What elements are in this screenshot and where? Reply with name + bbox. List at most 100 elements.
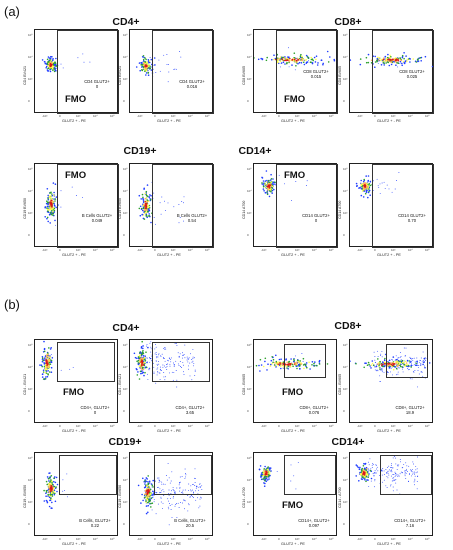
event-dot [144, 355, 146, 357]
event-dot [365, 56, 368, 59]
event-dot [55, 206, 57, 209]
event-dot [142, 200, 145, 202]
event-dot [361, 478, 363, 481]
event-dot [144, 483, 146, 485]
y-tick-label: 10⁵ [247, 343, 252, 347]
event-dot [159, 202, 161, 204]
event-dot [153, 366, 155, 368]
x-tick-label: 10⁴ [312, 248, 317, 252]
event-dot [267, 179, 270, 182]
event-dot [410, 364, 412, 366]
event-dot [179, 490, 181, 492]
event-dot [380, 355, 382, 357]
event-dot [357, 466, 359, 469]
event-dot [368, 183, 371, 185]
event-dot [183, 374, 185, 375]
y-tick-label: 10⁴ [123, 365, 128, 369]
x-axis-label: GLUT2 + - PE [157, 429, 181, 433]
event-dot [157, 503, 159, 505]
event-dot [192, 360, 194, 362]
event-dot [163, 357, 164, 359]
event-dot [47, 70, 49, 72]
gate-value: 0.016 [186, 83, 198, 89]
event-dot [279, 60, 282, 62]
event-dot [157, 477, 159, 479]
event-dot [419, 361, 421, 363]
event-dot [414, 478, 416, 480]
event-dot [393, 479, 395, 481]
event-dot [293, 52, 296, 54]
event-dot [266, 189, 269, 191]
event-dot [369, 469, 372, 472]
event-dot [379, 59, 382, 62]
y-tick-label: 10⁵ [28, 343, 33, 347]
event-dot [179, 366, 181, 367]
event-dot [182, 489, 184, 491]
event-dot [397, 59, 400, 62]
event-dot [139, 214, 142, 217]
event-dot [417, 60, 420, 62]
event-dot [164, 379, 166, 381]
event-dot [370, 367, 372, 369]
event-dot [136, 357, 138, 360]
event-dot [163, 358, 165, 360]
event-dot [178, 222, 180, 224]
event-dot [403, 57, 405, 60]
event-dot [387, 58, 389, 61]
gate-rectangle [57, 164, 119, 248]
event-dot [291, 64, 293, 66]
event-dot [370, 59, 373, 62]
y-tick-label: 10⁵ [123, 456, 128, 460]
event-dot [367, 196, 369, 199]
event-dot [44, 206, 46, 209]
event-dot [355, 464, 358, 466]
event-dot [258, 468, 261, 471]
event-dot [370, 364, 373, 366]
event-dot [382, 60, 384, 63]
event-dot [289, 363, 292, 365]
event-dot [140, 358, 142, 360]
event-dot [360, 194, 363, 197]
event-dot [51, 194, 54, 197]
event-dot [398, 475, 400, 477]
y-tick-label: 10⁵ [343, 167, 348, 171]
event-dot [407, 368, 409, 370]
event-dot [46, 202, 49, 204]
event-dot [383, 181, 385, 183]
y-tick-label: 10⁴ [28, 478, 33, 482]
event-dot [184, 500, 186, 502]
event-dot [267, 466, 269, 468]
event-dot [261, 176, 263, 179]
event-dot [274, 362, 276, 364]
event-dot [394, 457, 396, 459]
event-dot [49, 483, 51, 486]
event-dot [153, 362, 155, 364]
event-dot [383, 62, 385, 64]
event-dot [260, 57, 262, 60]
event-dot [64, 490, 65, 492]
flow-plot: CD14 GLUT2+ 0 FMO [253, 163, 338, 248]
event-dot [53, 480, 55, 483]
event-dot [399, 360, 401, 362]
event-dot [286, 62, 288, 65]
event-dot [47, 67, 49, 70]
event-dot [141, 493, 143, 496]
y-tick-label: 10⁴ [28, 189, 33, 193]
event-dot [374, 361, 376, 363]
event-dot [364, 184, 367, 187]
event-dot [402, 371, 404, 373]
event-dot [394, 480, 396, 481]
event-dot [51, 203, 53, 205]
x-tick-label: 0 [154, 248, 156, 252]
event-dot [47, 210, 49, 212]
event-dot [146, 361, 148, 364]
gate-value: 0.70 [407, 217, 417, 223]
event-dot [146, 216, 148, 219]
event-dot [145, 65, 147, 67]
event-dot [360, 473, 363, 476]
event-dot [188, 365, 189, 367]
gate-rectangle [152, 164, 214, 248]
event-dot [414, 475, 416, 477]
event-dot [355, 475, 357, 477]
event-dot [290, 480, 292, 482]
